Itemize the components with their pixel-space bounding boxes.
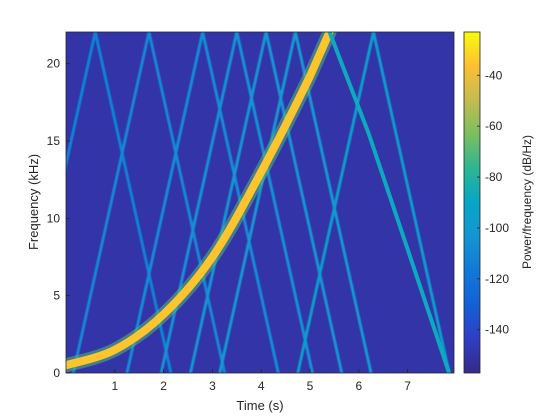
harmonic-traces: [66, 32, 451, 373]
y-tick-label: 20: [47, 57, 61, 71]
x-axis-label: Time (s): [236, 398, 283, 413]
x-tick-label: 5: [307, 379, 314, 393]
colorbar-tick-label: -140: [485, 323, 509, 337]
colorbar: [463, 31, 481, 374]
fundamental-chirp: [66, 32, 452, 373]
y-axis-label: Frequency (kHz): [26, 154, 41, 250]
colorbar-tick-label: -60: [485, 119, 503, 133]
colorbar-tick-label: -80: [485, 170, 503, 184]
colorbar-tick-label: -40: [485, 68, 503, 82]
x-tick-label: 6: [355, 379, 362, 393]
plot-frame: [65, 31, 455, 374]
x-tick-label: 7: [404, 379, 411, 393]
harmonic-trace-rising: [66, 32, 97, 171]
harmonic-trace-rising: [296, 32, 375, 373]
harmonic-trace-falling: [264, 32, 344, 373]
plot-background: [66, 32, 454, 373]
colorbar-label: Power/frequency (dB/Hz): [520, 135, 534, 269]
x-tick-label: 3: [209, 379, 216, 393]
harmonic-trace-rising: [218, 32, 297, 373]
harmonic-trace-falling: [147, 32, 227, 373]
harmonic-trace-rising: [71, 32, 151, 373]
x-tick-label: 2: [160, 379, 167, 393]
colorbar-tick-label: -100: [485, 221, 509, 235]
harmonic-trace-rising: [125, 32, 205, 373]
y-tick-label: 5: [53, 289, 60, 303]
y-tick-label: 10: [47, 211, 61, 225]
y-tick-label: 15: [47, 134, 61, 148]
x-tick-label: 1: [111, 379, 118, 393]
x-tick-label: 4: [258, 379, 265, 393]
colorbar-tick-label: -120: [485, 272, 509, 286]
y-tick-label: 0: [53, 366, 60, 380]
harmonic-trace-rising: [188, 32, 268, 373]
fundamental-rising: [66, 32, 334, 370]
y-axis-ticks: 0 5 10 15 20: [47, 57, 70, 380]
harmonic-trace-falling: [235, 32, 314, 373]
harmonic-trace-falling: [371, 32, 451, 373]
colorbar-ticks: -40 -60 -80 -100 -120 -140: [477, 68, 509, 337]
x-axis-ticks: 1 2 3 4 5 6 7: [111, 369, 411, 393]
harmonic-trace-rising: [159, 32, 239, 373]
fundamental-falling: [327, 32, 452, 373]
